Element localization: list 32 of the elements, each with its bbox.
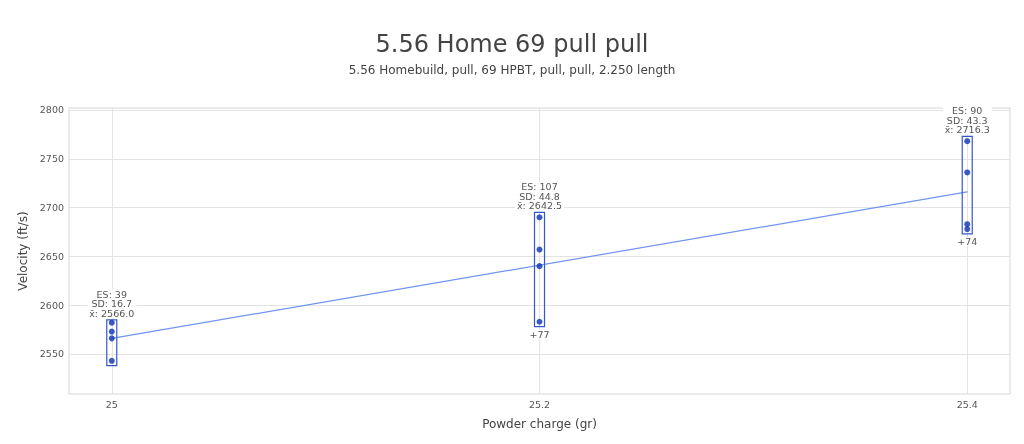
bar bbox=[961, 135, 973, 235]
point bbox=[536, 246, 543, 253]
annotation: +77 bbox=[529, 328, 550, 340]
bar bbox=[533, 211, 546, 328]
point bbox=[964, 226, 971, 233]
point bbox=[964, 138, 971, 145]
annotation: ES: 90 SD: 43.3 x̄: 2716.3 bbox=[944, 105, 990, 136]
y-tick-label: 2550 bbox=[39, 348, 64, 360]
point bbox=[964, 221, 971, 228]
y-tick-label: 2800 bbox=[39, 104, 64, 116]
point bbox=[108, 319, 115, 326]
point bbox=[536, 263, 543, 270]
point bbox=[536, 318, 543, 325]
x-tick-label: 25 bbox=[105, 398, 118, 410]
annotation: +74 bbox=[957, 236, 978, 248]
point bbox=[108, 357, 115, 364]
point bbox=[108, 335, 115, 342]
x-tick-label: 25.2 bbox=[528, 398, 551, 410]
point bbox=[964, 169, 971, 176]
y-axis-title: Velocity (ft/s) bbox=[15, 211, 30, 291]
y-tick-label: 2700 bbox=[39, 202, 64, 214]
annotation: ES: 107 SD: 44.8 x̄: 2642.5 bbox=[516, 181, 563, 212]
y-tick-label: 2750 bbox=[39, 153, 64, 165]
y-tick-label: 2600 bbox=[39, 299, 64, 311]
x-axis-title: Powder charge (gr) bbox=[482, 417, 597, 431]
y-tick-label: 2650 bbox=[39, 250, 64, 262]
annotation: ES: 39 SD: 16.7 x̄: 2566.0 bbox=[89, 288, 135, 319]
x-tick-label: 25.4 bbox=[956, 398, 978, 410]
point bbox=[108, 328, 115, 335]
bar bbox=[106, 319, 118, 367]
chart-title: 5.56 Home 69 pull pull bbox=[375, 30, 649, 58]
chart-subtitle: 5.56 Homebuild, pull, 69 HPBT, pull, pull, 2.250 length bbox=[348, 63, 676, 77]
